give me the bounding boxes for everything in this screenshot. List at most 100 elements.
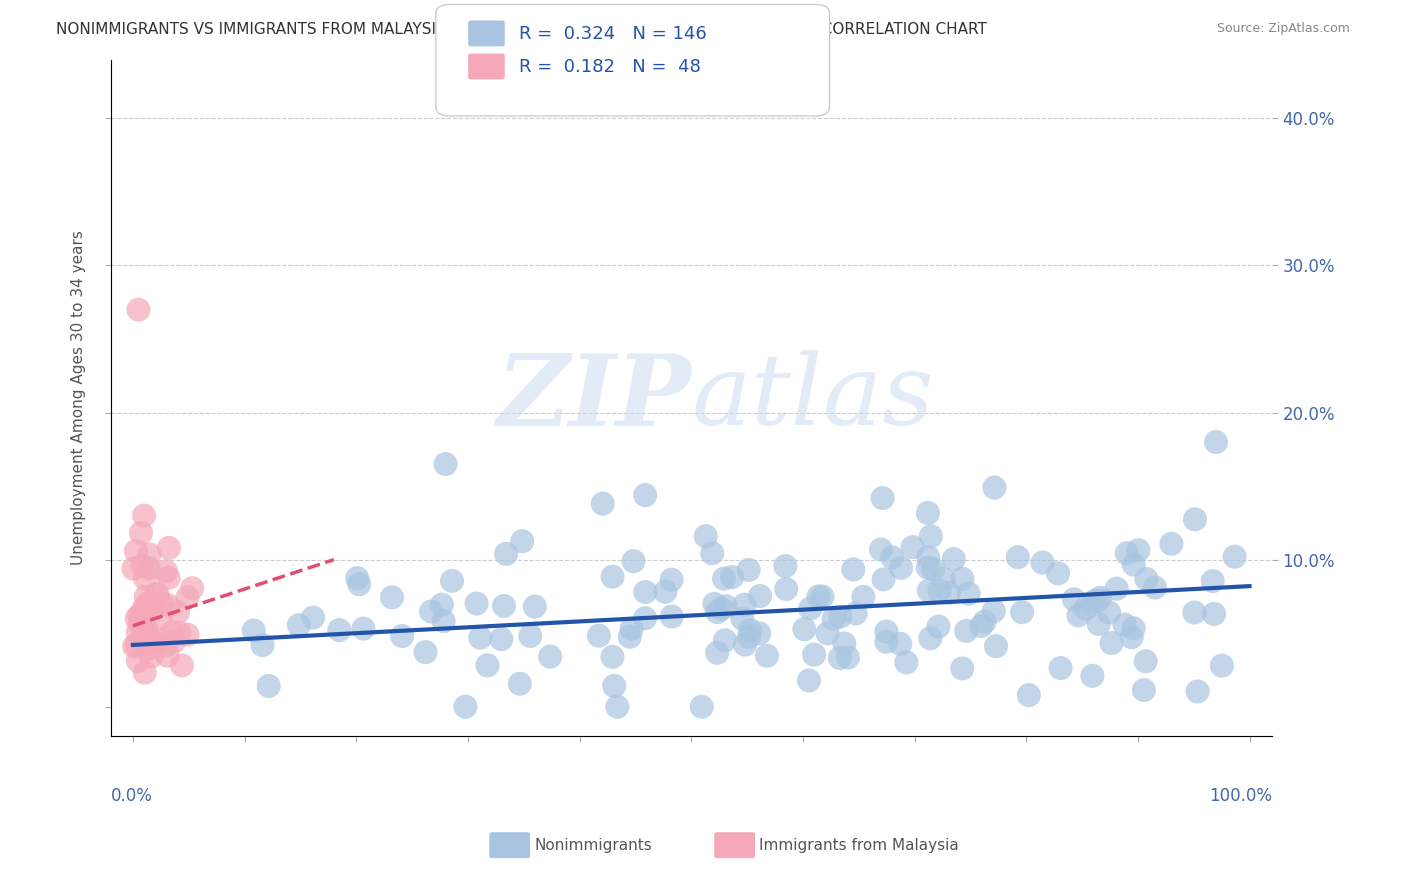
Point (1011, 605, 1033, 619)
Point (257, 679, 280, 693)
Point (734, 638, 756, 652)
Point (842, 562, 865, 576)
Point (146, 587, 169, 601)
Point (588, 629, 610, 643)
Point (352, 622, 374, 636)
Point (828, 651, 851, 665)
Point (125, 611, 148, 625)
Point (136, 642, 159, 657)
Point (1121, 630, 1143, 644)
Point (135, 629, 157, 643)
Text: ZIP: ZIP (496, 350, 692, 446)
Point (391, 629, 413, 643)
Point (242, 624, 264, 638)
Text: atlas: atlas (692, 351, 934, 445)
Point (748, 626, 770, 640)
Point (927, 619, 949, 633)
Point (797, 673, 820, 688)
Point (132, 508, 155, 523)
Point (122, 561, 145, 575)
Point (1063, 592, 1085, 607)
Point (441, 574, 464, 588)
Point (128, 608, 150, 623)
Point (138, 548, 160, 562)
Point (1187, 684, 1209, 698)
Point (162, 625, 184, 640)
Point (634, 611, 657, 625)
Point (523, 599, 546, 614)
Point (1223, 549, 1246, 564)
Point (714, 599, 737, 614)
Point (302, 610, 325, 624)
Point (1018, 688, 1040, 702)
Text: 100.0%: 100.0% (1209, 787, 1272, 805)
Point (163, 634, 186, 648)
Point (721, 570, 744, 584)
Point (135, 590, 157, 604)
Point (793, 622, 815, 636)
Point (176, 591, 198, 605)
Point (155, 639, 177, 653)
Point (983, 481, 1005, 495)
Point (136, 597, 159, 611)
Point (127, 625, 149, 640)
Point (1067, 608, 1090, 623)
Point (634, 585, 657, 599)
Point (1182, 606, 1205, 620)
Point (510, 534, 533, 549)
Point (1135, 654, 1157, 668)
Point (135, 633, 157, 648)
Point (132, 616, 155, 631)
Point (465, 597, 488, 611)
Point (602, 649, 624, 664)
Point (733, 598, 755, 612)
Point (942, 552, 965, 566)
Point (420, 605, 443, 619)
Point (710, 602, 733, 616)
Point (134, 665, 156, 680)
Point (896, 656, 918, 670)
Text: Source: ZipAtlas.com: Source: ZipAtlas.com (1216, 22, 1350, 36)
Point (128, 617, 150, 632)
Point (538, 649, 561, 664)
Point (150, 632, 173, 647)
Point (731, 612, 754, 626)
Point (901, 540, 924, 554)
Point (176, 628, 198, 642)
Point (1090, 591, 1112, 605)
Point (917, 550, 939, 565)
Point (1074, 602, 1097, 616)
Point (706, 605, 728, 619)
Point (799, 601, 821, 615)
Point (1133, 683, 1156, 698)
Point (347, 577, 370, 591)
Point (454, 699, 477, 714)
Point (654, 584, 676, 599)
Point (852, 590, 875, 604)
Point (932, 572, 955, 586)
Point (938, 586, 960, 600)
Point (1101, 636, 1123, 650)
Point (477, 658, 499, 673)
Point (983, 604, 1005, 618)
Point (132, 601, 155, 615)
Point (917, 560, 939, 574)
Point (603, 679, 626, 693)
Point (415, 645, 437, 659)
Point (695, 529, 717, 543)
Point (756, 648, 779, 663)
Point (434, 457, 457, 471)
Point (129, 525, 152, 540)
Point (495, 547, 517, 561)
Point (830, 609, 852, 624)
Point (138, 561, 160, 575)
Point (1211, 658, 1233, 673)
Point (928, 583, 950, 598)
Point (917, 506, 939, 520)
Point (970, 619, 993, 633)
Point (957, 586, 980, 600)
Point (984, 639, 1007, 653)
Point (157, 599, 180, 613)
Point (738, 630, 761, 644)
Point (738, 623, 761, 637)
